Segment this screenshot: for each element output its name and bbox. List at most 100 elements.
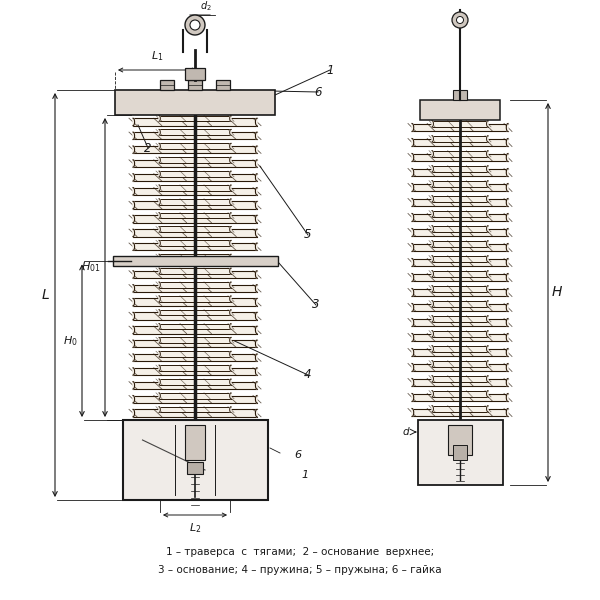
Polygon shape bbox=[159, 171, 160, 177]
Polygon shape bbox=[159, 393, 160, 398]
Polygon shape bbox=[432, 286, 433, 292]
Polygon shape bbox=[487, 151, 488, 157]
Polygon shape bbox=[412, 214, 508, 221]
Polygon shape bbox=[133, 284, 134, 292]
Polygon shape bbox=[432, 331, 488, 337]
Polygon shape bbox=[159, 310, 160, 316]
Polygon shape bbox=[432, 316, 433, 322]
Polygon shape bbox=[159, 171, 231, 177]
Polygon shape bbox=[412, 364, 414, 371]
Polygon shape bbox=[256, 284, 257, 292]
Polygon shape bbox=[432, 316, 488, 322]
Polygon shape bbox=[506, 139, 508, 146]
Polygon shape bbox=[432, 181, 433, 187]
Polygon shape bbox=[506, 184, 508, 191]
Polygon shape bbox=[159, 185, 160, 191]
Polygon shape bbox=[159, 212, 231, 218]
Polygon shape bbox=[412, 304, 414, 311]
Polygon shape bbox=[133, 173, 134, 181]
Polygon shape bbox=[506, 364, 508, 371]
Polygon shape bbox=[230, 310, 231, 316]
Polygon shape bbox=[133, 340, 134, 347]
Polygon shape bbox=[159, 157, 160, 163]
Circle shape bbox=[190, 20, 200, 30]
Polygon shape bbox=[230, 185, 231, 191]
Polygon shape bbox=[432, 271, 488, 277]
Polygon shape bbox=[133, 354, 257, 361]
Polygon shape bbox=[432, 301, 433, 307]
Polygon shape bbox=[412, 409, 414, 416]
Polygon shape bbox=[506, 394, 508, 401]
Polygon shape bbox=[159, 143, 160, 149]
Bar bbox=[160, 80, 174, 90]
Polygon shape bbox=[412, 259, 508, 266]
Text: d: d bbox=[403, 427, 409, 437]
Bar bbox=[185, 425, 205, 460]
Polygon shape bbox=[230, 282, 231, 288]
Polygon shape bbox=[159, 365, 231, 371]
Polygon shape bbox=[159, 226, 160, 232]
Polygon shape bbox=[133, 202, 257, 209]
Polygon shape bbox=[506, 154, 508, 161]
Polygon shape bbox=[487, 181, 488, 187]
Polygon shape bbox=[487, 301, 488, 307]
Polygon shape bbox=[432, 211, 433, 217]
Polygon shape bbox=[487, 286, 488, 292]
Polygon shape bbox=[432, 226, 488, 232]
Bar bbox=[122, 420, 268, 500]
Polygon shape bbox=[133, 132, 257, 139]
Bar bbox=[453, 90, 467, 100]
Polygon shape bbox=[159, 282, 231, 288]
Polygon shape bbox=[487, 331, 488, 337]
Polygon shape bbox=[133, 257, 134, 264]
Text: L: L bbox=[41, 288, 49, 302]
Polygon shape bbox=[159, 212, 160, 218]
Polygon shape bbox=[133, 118, 257, 125]
Polygon shape bbox=[159, 323, 231, 329]
Polygon shape bbox=[256, 257, 257, 264]
Polygon shape bbox=[506, 229, 508, 236]
Polygon shape bbox=[506, 319, 508, 326]
Polygon shape bbox=[159, 268, 231, 274]
Polygon shape bbox=[133, 160, 134, 167]
Circle shape bbox=[457, 16, 464, 23]
Polygon shape bbox=[506, 124, 508, 131]
Polygon shape bbox=[133, 340, 257, 347]
Polygon shape bbox=[412, 169, 414, 176]
Polygon shape bbox=[256, 173, 257, 181]
Polygon shape bbox=[506, 244, 508, 251]
Polygon shape bbox=[432, 346, 488, 352]
Polygon shape bbox=[487, 361, 488, 367]
Polygon shape bbox=[487, 406, 488, 412]
Polygon shape bbox=[159, 379, 160, 385]
Polygon shape bbox=[230, 226, 231, 232]
Text: 1: 1 bbox=[326, 64, 334, 76]
Polygon shape bbox=[159, 130, 160, 135]
Polygon shape bbox=[133, 354, 134, 361]
Polygon shape bbox=[133, 243, 134, 250]
Polygon shape bbox=[412, 349, 414, 356]
Polygon shape bbox=[133, 188, 134, 195]
Polygon shape bbox=[412, 184, 508, 191]
Polygon shape bbox=[256, 340, 257, 347]
Polygon shape bbox=[159, 268, 160, 274]
Polygon shape bbox=[412, 214, 414, 221]
Polygon shape bbox=[256, 298, 257, 306]
Bar bbox=[187, 462, 203, 474]
Polygon shape bbox=[412, 154, 508, 161]
Polygon shape bbox=[432, 376, 433, 382]
Polygon shape bbox=[159, 296, 231, 302]
Polygon shape bbox=[230, 407, 231, 412]
Polygon shape bbox=[432, 196, 433, 202]
Polygon shape bbox=[412, 169, 508, 176]
Polygon shape bbox=[230, 241, 231, 246]
Polygon shape bbox=[159, 323, 160, 329]
Polygon shape bbox=[230, 130, 231, 135]
Polygon shape bbox=[133, 215, 134, 223]
Polygon shape bbox=[412, 139, 508, 146]
Polygon shape bbox=[256, 409, 257, 417]
Polygon shape bbox=[230, 268, 231, 274]
Polygon shape bbox=[230, 365, 231, 371]
Polygon shape bbox=[133, 284, 257, 292]
Polygon shape bbox=[412, 139, 414, 146]
